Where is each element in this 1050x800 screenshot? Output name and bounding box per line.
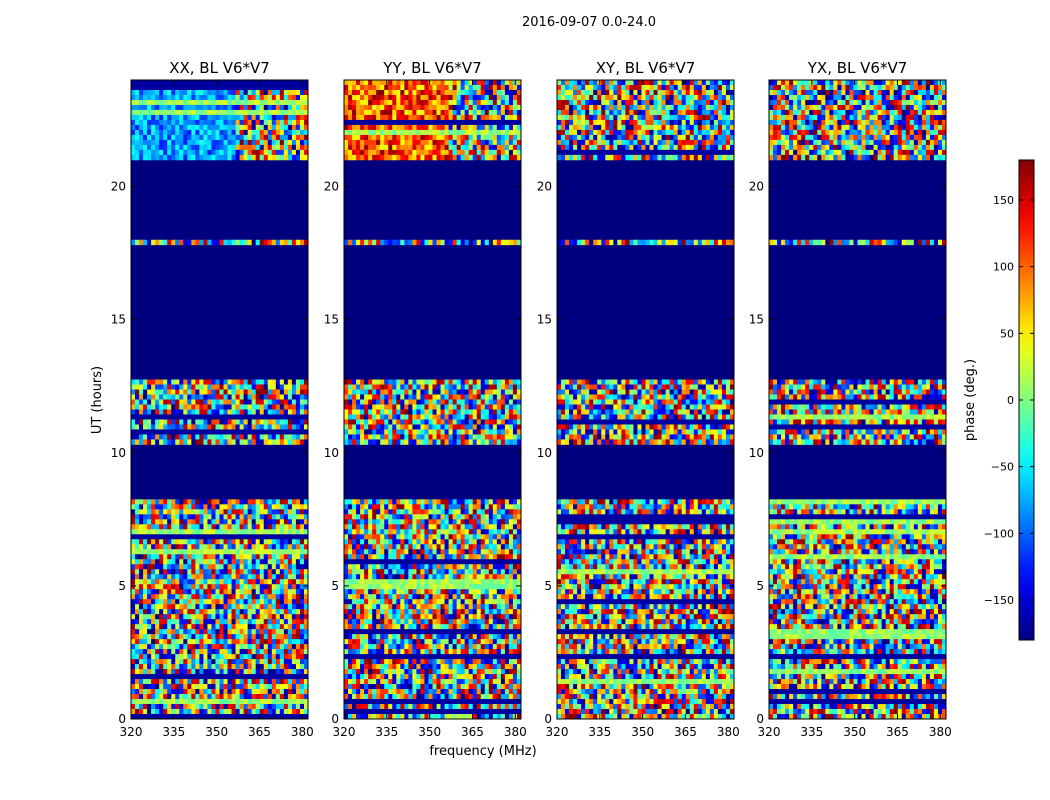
x-tick-label: 380	[504, 725, 527, 739]
x-tick-label: 320	[333, 725, 356, 739]
y-tick-label: 5	[544, 579, 552, 593]
x-tick-label: 335	[375, 725, 398, 739]
x-tick-label: 350	[205, 725, 228, 739]
x-tick-label: 320	[120, 725, 143, 739]
heatmap-image	[769, 80, 946, 719]
heatmap-image	[557, 80, 734, 719]
y-tick-label: 20	[324, 180, 339, 194]
x-axis-label: frequency (MHz)	[429, 744, 536, 759]
x-tick-label: 335	[162, 725, 185, 739]
heatmap-image	[344, 80, 521, 719]
x-tick-label: 350	[418, 725, 441, 739]
y-tick-label: 10	[111, 446, 126, 460]
colorbar-tick-label: 0	[1007, 394, 1014, 407]
colorbar-tick-label: 100	[993, 261, 1014, 274]
y-tick-label: 20	[111, 180, 126, 194]
colorbar-label: phase (deg.)	[963, 359, 978, 441]
x-tick-label: 335	[588, 725, 611, 739]
panel-title: XY, BL V6*V7	[596, 59, 696, 77]
panel-title: YX, BL V6*V7	[807, 59, 908, 77]
panel-title: YY, BL V6*V7	[382, 59, 481, 77]
colorbar-tick-label: −100	[984, 527, 1014, 540]
y-tick-label: 15	[749, 313, 764, 327]
y-tick-label: 20	[749, 180, 764, 194]
colorbar-tick-label: −50	[991, 461, 1014, 474]
y-tick-label: 10	[324, 446, 339, 460]
y-tick-label: 0	[118, 712, 126, 726]
x-tick-label: 365	[886, 725, 909, 739]
x-tick-label: 365	[248, 725, 271, 739]
x-tick-label: 350	[843, 725, 866, 739]
x-tick-label: 320	[758, 725, 781, 739]
y-tick-label: 10	[749, 446, 764, 460]
panel-1: YY, BL V6*V7 320 335 350 365 380 0 5 10 15 20	[324, 59, 527, 739]
y-tick-label: 15	[324, 313, 339, 327]
y-tick-label: 10	[537, 446, 552, 460]
heatmap-image	[131, 80, 308, 719]
panel-frame	[343, 79, 522, 720]
panel-3: YX, BL V6*V7 320 335 350 365 380 0 5 10 15 20	[749, 59, 952, 739]
colorbar-tick-label: 150	[993, 194, 1014, 207]
x-tick-label: 320	[546, 725, 569, 739]
y-tick-label: 0	[544, 712, 552, 726]
colorbar-tick-label: −150	[984, 594, 1014, 607]
colorbar: −150 −100 −50 0 50 100 150	[984, 159, 1035, 641]
y-tick-label: 5	[756, 579, 764, 593]
x-tick-label: 365	[461, 725, 484, 739]
panel-2: XY, BL V6*V7 320 335 350 365 380 0 5 10 15 20	[537, 59, 740, 739]
y-tick-label: 0	[331, 712, 339, 726]
y-tick-label: 5	[118, 579, 126, 593]
colorbar-tick-label: 50	[1000, 327, 1014, 340]
panel-0: XX, BL V6*V7 320 335 350 365 380 0 5 10 15 20	[111, 59, 314, 739]
x-tick-label: 380	[929, 725, 952, 739]
y-tick-label: 15	[111, 313, 126, 327]
x-tick-label: 335	[800, 725, 823, 739]
y-tick-label: 15	[537, 313, 552, 327]
panel-frame	[130, 79, 309, 720]
panel-frame	[556, 79, 735, 720]
x-tick-label: 380	[291, 725, 314, 739]
y-axis-label: UT (hours)	[90, 366, 105, 434]
y-tick-label: 0	[756, 712, 764, 726]
y-tick-label: 20	[537, 180, 552, 194]
y-tick-label: 5	[331, 579, 339, 593]
x-tick-label: 365	[674, 725, 697, 739]
panel-frame	[768, 79, 947, 720]
x-tick-label: 350	[631, 725, 654, 739]
x-tick-label: 380	[717, 725, 740, 739]
chart-suptitle: 2016-09-07 0.0-24.0	[522, 15, 656, 30]
panel-title: XX, BL V6*V7	[169, 59, 270, 77]
